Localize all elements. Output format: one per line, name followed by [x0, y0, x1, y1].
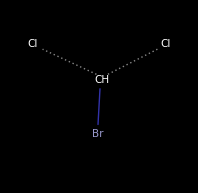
Text: CH: CH — [94, 75, 109, 85]
Text: Br: Br — [92, 129, 104, 139]
Text: Cl: Cl — [28, 39, 38, 49]
Text: Cl: Cl — [160, 39, 170, 49]
